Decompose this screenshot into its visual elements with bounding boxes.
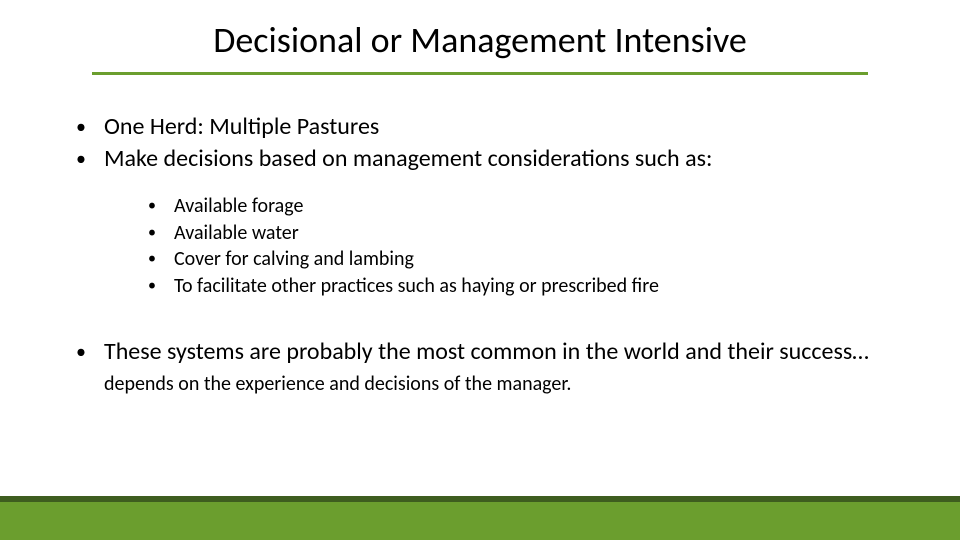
closing-lead: These systems are probably the most comm… <box>104 337 869 366</box>
bullet-text: To facilitate other practices such as ha… <box>174 274 888 300</box>
bullet-text: Make decisions based on management consi… <box>104 144 896 174</box>
bullet-icon: • <box>148 194 174 216</box>
footer-bar <box>0 496 960 540</box>
title-underline <box>92 72 868 75</box>
closing-trail: depends on the experience and decisions … <box>104 372 571 396</box>
list-item: • Available water <box>148 221 888 247</box>
list-item: • Available forage <box>148 194 888 220</box>
list-item: • Cover for calving and lambing <box>148 247 888 273</box>
title-container: Decisional or Management Intensive <box>0 18 960 62</box>
closing-text: These systems are probably the most comm… <box>104 336 896 398</box>
bullet-icon: • <box>148 247 174 269</box>
bullet-icon: • <box>76 336 104 365</box>
bullet-text: Available water <box>174 221 888 247</box>
list-item: • Make decisions based on management con… <box>76 144 896 174</box>
sub-bullet-list: • Available forage • Available water • C… <box>148 194 888 300</box>
bullet-icon: • <box>76 144 104 172</box>
list-item: • These systems are probably the most co… <box>76 336 896 398</box>
list-item: • One Herd: Multiple Pastures <box>76 112 896 142</box>
bullet-icon: • <box>148 274 174 296</box>
bullet-text: Available forage <box>174 194 888 220</box>
bullet-text: Cover for calving and lambing <box>174 247 888 273</box>
main-bullet-list: • One Herd: Multiple Pastures • Make dec… <box>76 112 896 176</box>
slide-title: Decisional or Management Intensive <box>213 18 747 62</box>
bullet-icon: • <box>76 112 104 140</box>
footer-green-stripe <box>0 502 960 540</box>
bullet-text: One Herd: Multiple Pastures <box>104 112 896 142</box>
slide: Decisional or Management Intensive • One… <box>0 0 960 540</box>
bullet-icon: • <box>148 221 174 243</box>
closing-bullet-list: • These systems are probably the most co… <box>76 336 896 398</box>
list-item: • To facilitate other practices such as … <box>148 274 888 300</box>
